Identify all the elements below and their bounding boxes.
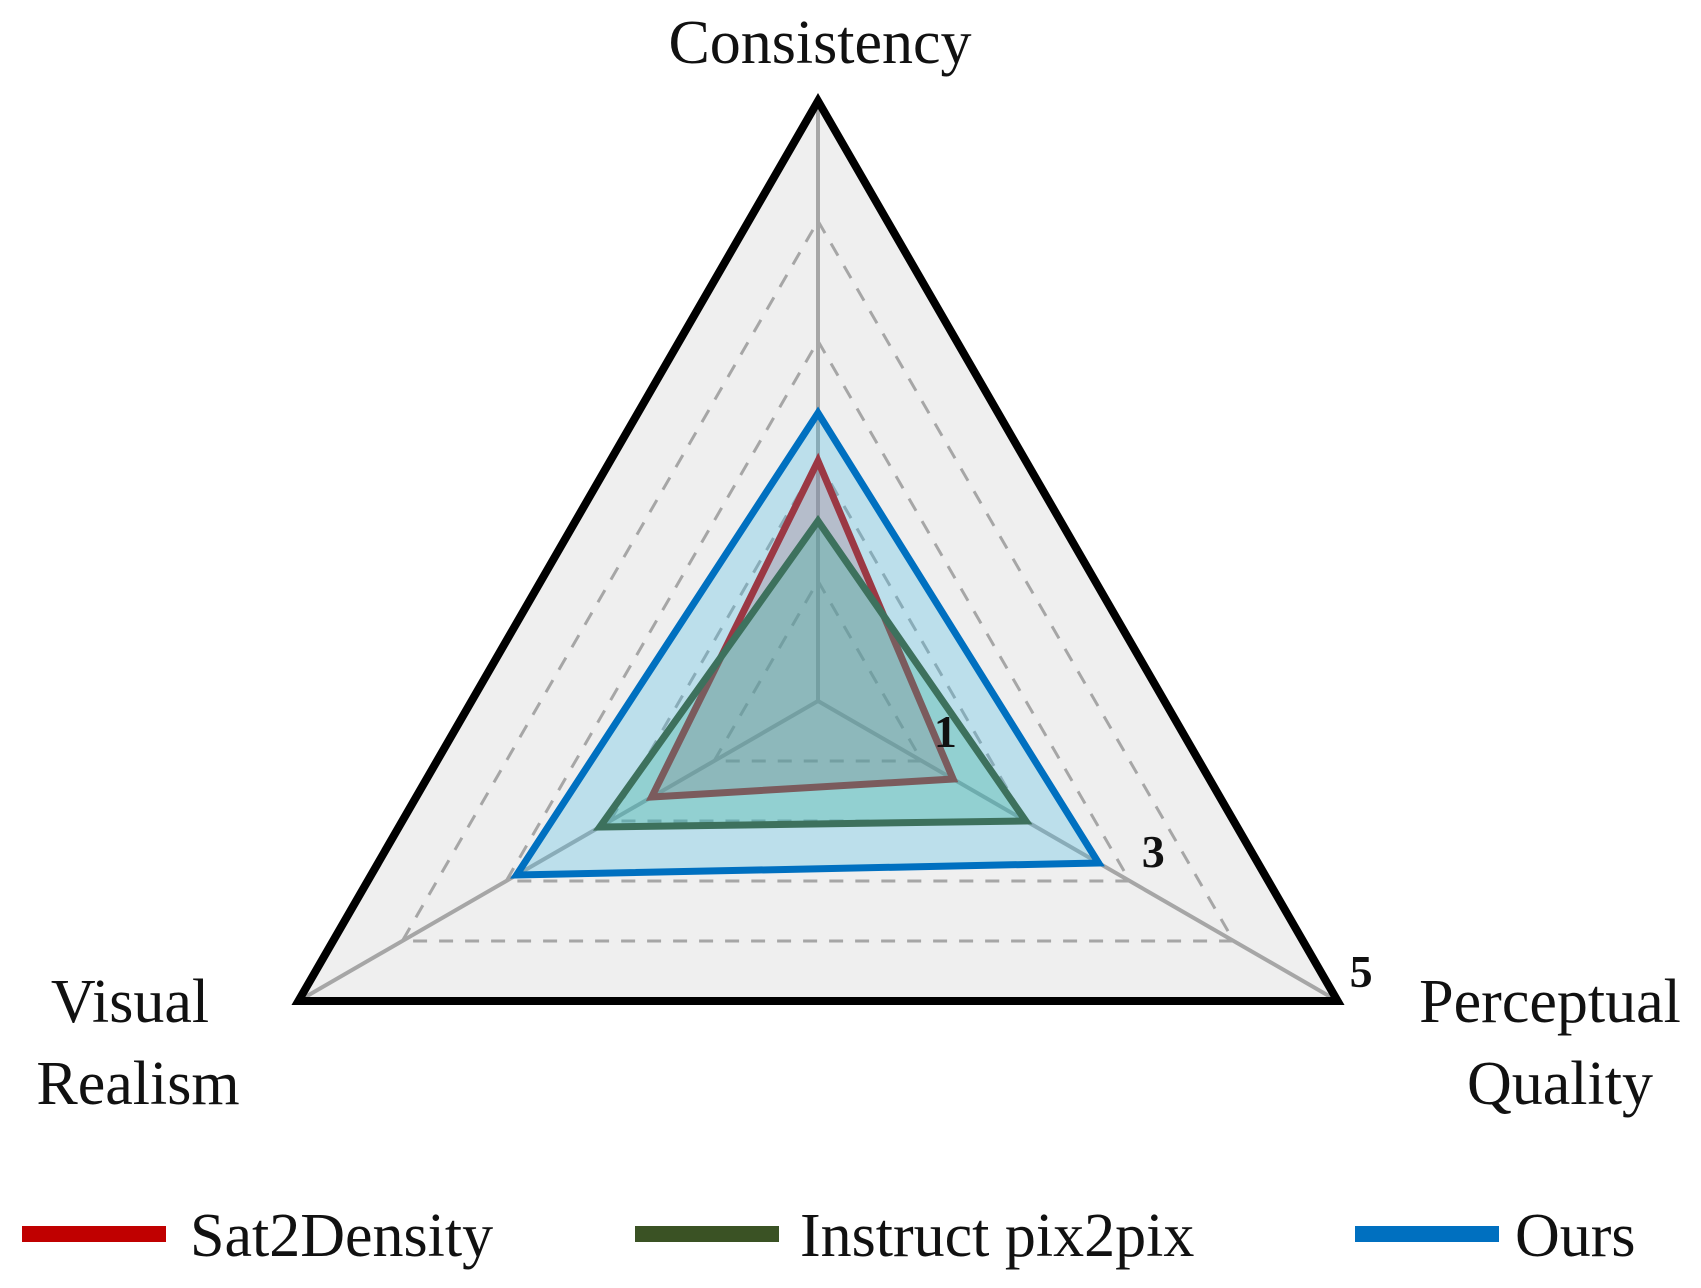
tick-label-1: 1 xyxy=(934,706,957,757)
series-layer xyxy=(510,406,1105,879)
axis-label-quality: Quality xyxy=(1467,1050,1653,1118)
axis-label-perceptual: Perceptual xyxy=(1419,968,1681,1036)
tick-label-3: 3 xyxy=(1142,826,1165,877)
legend-label-ours: Ours xyxy=(1515,1202,1636,1270)
tick-labels: 1 3 5 xyxy=(934,706,1373,997)
axis-spoke xyxy=(297,699,820,1003)
legend: Sat2Density Instruct pix2pix Ours xyxy=(22,1202,1636,1270)
axis-spokes xyxy=(297,101,1339,1003)
axis-label-visual: Visual xyxy=(51,968,209,1036)
legend-label-instruct-pix2pix: Instruct pix2pix xyxy=(800,1202,1194,1270)
series-ours xyxy=(510,406,1105,879)
axis-label-realism: Realism xyxy=(36,1050,239,1118)
axis-label-consistency: Consistency xyxy=(668,9,971,77)
series-instruct-pix2pix xyxy=(592,514,1033,831)
outer-border xyxy=(291,92,1345,1005)
tick-label-5: 5 xyxy=(1350,946,1373,997)
axis-spoke xyxy=(816,699,1339,1003)
legend-label-sat2density: Sat2Density xyxy=(190,1202,493,1270)
